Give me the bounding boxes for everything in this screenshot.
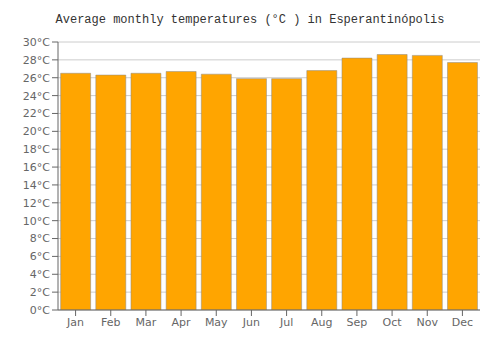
- svg-text:Sep: Sep: [347, 316, 368, 329]
- svg-text:Oct: Oct: [383, 316, 403, 329]
- svg-text:2°C: 2°C: [30, 286, 50, 299]
- svg-text:6°C: 6°C: [30, 250, 50, 263]
- svg-text:Mar: Mar: [136, 316, 157, 329]
- svg-text:10°C: 10°C: [23, 215, 50, 228]
- svg-text:24°C: 24°C: [23, 90, 50, 103]
- svg-text:30°C: 30°C: [23, 36, 50, 49]
- svg-text:May: May: [205, 316, 228, 329]
- svg-text:16°C: 16°C: [23, 161, 50, 174]
- svg-text:Nov: Nov: [417, 316, 439, 329]
- svg-text:8°C: 8°C: [30, 232, 50, 245]
- svg-text:Apr: Apr: [172, 316, 192, 329]
- svg-text:Jan: Jan: [66, 316, 84, 329]
- svg-text:28°C: 28°C: [23, 54, 50, 67]
- svg-text:26°C: 26°C: [23, 72, 50, 85]
- svg-text:22°C: 22°C: [23, 107, 50, 120]
- svg-text:4°C: 4°C: [30, 268, 50, 281]
- svg-text:Aug: Aug: [311, 316, 332, 329]
- svg-text:14°C: 14°C: [23, 179, 50, 192]
- svg-text:Dec: Dec: [452, 316, 473, 329]
- svg-text:Feb: Feb: [101, 316, 120, 329]
- html-text:Average monthly temperatures (: Average monthly temperatures (°C ) in Es…: [55, 13, 445, 27]
- svg-text:Jul: Jul: [279, 316, 293, 329]
- svg-text:0°C: 0°C: [30, 304, 50, 317]
- svg-text:18°C: 18°C: [23, 143, 50, 156]
- svg-text:Jun: Jun: [242, 316, 260, 329]
- svg-text:20°C: 20°C: [23, 125, 50, 138]
- svg-text:12°C: 12°C: [23, 197, 50, 210]
